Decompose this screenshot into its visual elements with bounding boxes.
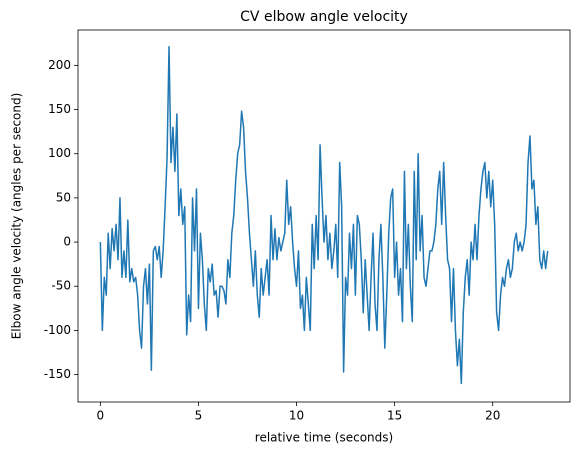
x-tick-label: 10: [289, 409, 304, 423]
y-tick-label: 200: [48, 58, 71, 72]
chart-title: CV elbow angle velocity: [240, 9, 408, 25]
y-tick-label: 0: [63, 235, 71, 249]
axes-frame: [77, 29, 571, 403]
x-tick-label: 20: [485, 409, 500, 423]
y-axis-label: Elbow angle velocity (angles per second): [10, 93, 24, 340]
y-tick-label: -150: [44, 367, 71, 381]
y-tick-label: -100: [44, 323, 71, 337]
y-tick-label: 50: [56, 190, 71, 204]
y-tick-label: 150: [48, 102, 71, 116]
data-line: [99, 46, 549, 385]
x-tick-label: 5: [195, 409, 203, 423]
x-axis-label: relative time (seconds): [255, 431, 393, 445]
x-tick-label: 0: [97, 409, 105, 423]
y-tick-label: 100: [48, 146, 71, 160]
y-tick-label: -50: [51, 279, 71, 293]
x-tick-label: 15: [387, 409, 402, 423]
